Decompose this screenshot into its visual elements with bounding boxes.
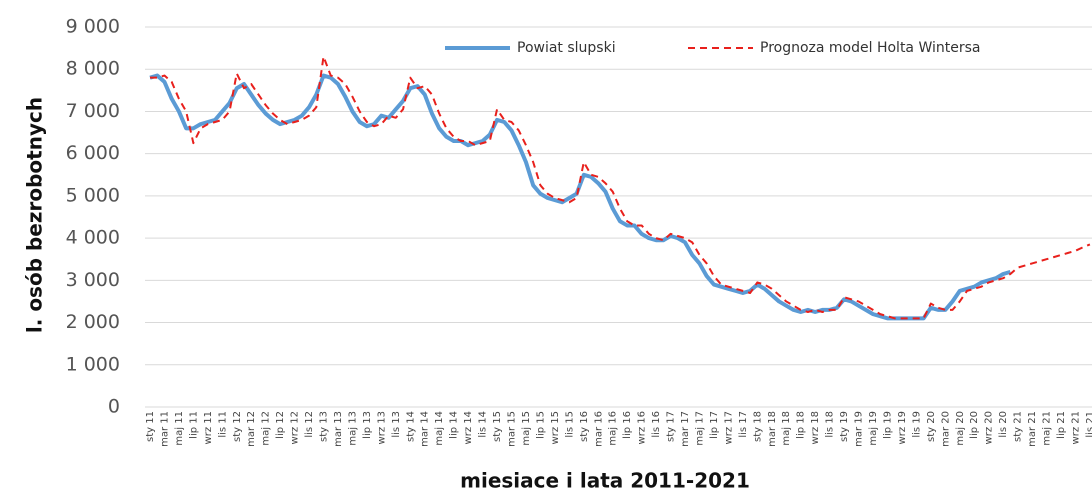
x-tick-label: wrz 15 [550,411,561,444]
x-tick-label: maj 15 [521,411,532,446]
x-tick-label: lis 16 [651,411,662,438]
x-tick-label: lis 14 [478,411,489,438]
x-tick-label: lis 20 [998,411,1009,438]
x-tick-label: lis 12 [304,411,315,438]
x-tick-label: sty 21 [1013,411,1024,442]
x-tick-label: maj 14 [434,411,445,446]
x-tick-label: wrz 19 [897,411,908,444]
y-tick-label: 8 000 [66,58,120,80]
x-tick-label: wrz 16 [637,411,648,444]
x-tick-label: maj 17 [694,411,705,446]
x-tick-label: wrz 14 [463,411,474,444]
x-tick-label: sty 12 [232,411,243,442]
x-tick-label: sty 16 [579,411,590,442]
x-tick-label: sty 11 [145,411,156,442]
x-tick-label: maj 21 [1042,411,1053,446]
series-line [149,73,1011,321]
x-tick-label: sty 15 [492,411,503,442]
x-tick-label: mar 15 [507,411,518,447]
y-tick-label: 2 000 [66,311,120,333]
y-tick-label: 7 000 [66,100,120,122]
x-tick-label: wrz 12 [290,411,301,444]
x-tick-label: maj 19 [868,411,879,446]
x-tick-label: mar 12 [246,411,257,447]
legend-label: Prognoza model Holta Wintersa [760,40,981,56]
x-tick-label: lis 13 [391,411,402,438]
x-tick-label: lis 17 [738,411,749,438]
x-tick-label: maj 12 [261,411,272,446]
x-tick-label: maj 20 [955,411,966,446]
x-tick-label: wrz 20 [984,411,995,444]
x-tick-label: mar 20 [940,411,951,447]
x-tick-label: maj 11 [174,411,185,446]
legend-label: Powiat slupski [517,40,616,56]
x-tick-label: lip 14 [449,411,460,439]
x-tick-label: lip 15 [535,411,546,439]
x-axis-label: miesiace i lata 2011-2021 [460,469,750,493]
x-tick-label: sty 20 [926,411,937,442]
y-tick-label: 9 000 [66,16,120,38]
x-tick-label: lip 16 [622,411,633,439]
x-tick-label: lis 11 [217,411,228,438]
x-tick-label: maj 13 [347,411,358,446]
x-tick-label: mar 21 [1027,411,1038,447]
x-tick-label: mar 13 [333,411,344,447]
x-tick-label: maj 18 [781,411,792,446]
x-tick-label: mar 11 [159,411,170,447]
x-tick-label: lip 20 [969,411,980,439]
x-tick-label: lis 21 [1085,411,1092,438]
x-tick-label: sty 18 [752,411,763,442]
x-tick-label: mar 19 [854,411,865,447]
y-tick-label: 4 000 [66,227,120,249]
x-tick-label: lis 18 [825,411,836,438]
series-line [150,55,1091,320]
x-tick-label: lip 17 [709,411,720,439]
y-tick-label: 1 000 [66,353,120,375]
x-tick-label: lip 12 [275,411,286,439]
x-tick-label: wrz 18 [810,411,821,444]
x-tick-label: mar 17 [680,411,691,447]
y-tick-label: 5 000 [66,184,120,206]
x-tick-label: mar 16 [593,411,604,447]
x-tick-label: wrz 11 [203,411,214,444]
x-tick-label: sty 13 [319,411,330,442]
x-tick-label: wrz 21 [1070,411,1081,444]
y-axis-label: l. osób bezrobotnych [23,97,47,333]
x-tick-label: mar 14 [420,411,431,447]
x-tick-label: sty 19 [839,411,850,442]
x-tick-label: wrz 17 [723,411,734,444]
x-tick-label: wrz 13 [376,411,387,444]
x-tick-label: sty 17 [666,411,677,442]
x-tick-label: lip 19 [882,411,893,439]
y-tick-label: 3 000 [66,269,120,291]
x-tick-label: lip 18 [796,411,807,439]
y-tick-label: 0 [108,396,120,418]
x-tick-label: lip 11 [188,411,199,439]
x-tick-label: maj 16 [608,411,619,446]
x-tick-label: sty 14 [405,411,416,442]
y-tick-label: 6 000 [66,142,120,164]
x-tick-label: mar 18 [767,411,778,447]
x-tick-label: lip 21 [1056,411,1067,439]
x-tick-label: lis 19 [911,411,922,438]
x-tick-label: lip 13 [362,411,373,439]
x-tick-label: lis 15 [564,411,575,438]
